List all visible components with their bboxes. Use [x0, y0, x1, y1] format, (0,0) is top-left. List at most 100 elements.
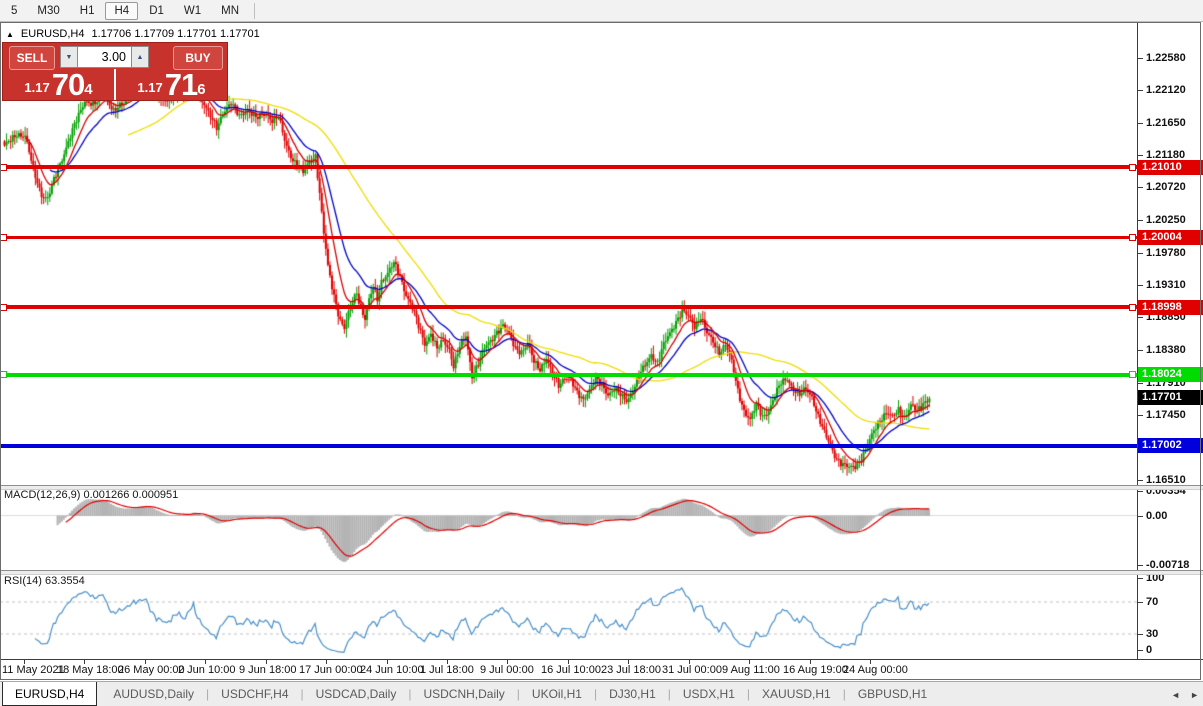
time-tick	[507, 660, 508, 664]
timeframe-m30[interactable]: M30	[37, 4, 60, 17]
line-handle-icon[interactable]	[0, 371, 7, 379]
timeframe-d1[interactable]: D1	[149, 4, 164, 17]
time-axis[interactable]: 11 May 2021 18 May 18:00 26 May 00:00 2 Jun…	[0, 659, 1203, 682]
chart-tabs-bar: EURUSD,H4 AUDUSD,Daily | USDCHF,H4 | USDCAD,D…	[0, 681, 1203, 706]
timeframe-toolbar: 5 M30 H1 H4 D1 W1 MN	[0, 0, 1203, 22]
time-tick	[810, 660, 811, 664]
line-price-label: 1.21010	[1138, 159, 1203, 175]
price-tick-label: 1.18380	[1146, 344, 1186, 356]
price-tick-dash	[1138, 382, 1143, 384]
price-tick-dash	[1138, 317, 1143, 319]
sell-price-display[interactable]: 1.17 70 4	[3, 67, 114, 102]
price-tick-dash	[1138, 480, 1143, 481]
tab-separator: |	[300, 687, 304, 701]
time-axis-label: 17 Jun 00:00	[299, 664, 363, 676]
buy-price-display[interactable]: 1.17 71 6	[116, 67, 227, 102]
timeframe-h1[interactable]: H1	[79, 4, 95, 17]
tab-separator: |	[746, 687, 751, 701]
time-axis-label: 1 Jul 18:00	[420, 664, 474, 676]
line-handle-icon[interactable]	[0, 163, 7, 171]
tab-usdcad-daily[interactable]: USDCAD,Daily	[315, 687, 397, 701]
horizontal-line-1.18998[interactable]	[0, 305, 1137, 309]
macd-tick-dash	[1138, 565, 1143, 566]
price-axis-line[interactable]	[1137, 22, 1138, 659]
time-axis-label: 16 Jul 10:00	[541, 664, 601, 676]
horizontal-line-1.20004[interactable]	[0, 235, 1137, 239]
time-axis-label: 26 May 00:00	[118, 664, 185, 676]
price-tick-dash	[1138, 252, 1143, 254]
tab-xauusd-h1[interactable]: XAUUSD,H1	[762, 687, 831, 701]
time-tick	[205, 660, 206, 664]
rsi-panel-canvas[interactable]	[0, 573, 1137, 659]
tab-ukoil-h1[interactable]: UKOil,H1	[531, 687, 582, 701]
time-axis-label: 11 May 2021	[2, 664, 65, 676]
chart-symbol-title: EURUSD,H4	[20, 28, 85, 40]
macd-tick-label: 0.00	[1146, 509, 1168, 522]
price-tick-label: 1.20720	[1146, 181, 1186, 194]
line-handle-icon[interactable]	[0, 303, 7, 311]
rsi-tick-dash	[1138, 633, 1143, 635]
price-tick-label: 1.16510	[1146, 474, 1186, 486]
buy-price-big: 71	[164, 67, 198, 102]
price-tick-dash	[1138, 187, 1143, 189]
volume-increase-icon[interactable]: ▲	[131, 46, 149, 68]
collapse-chart-icon[interactable]: ▲	[6, 29, 14, 39]
price-tick-label: 1.19780	[1146, 246, 1186, 259]
buy-button[interactable]: BUY	[173, 46, 223, 70]
tab-separator: |	[206, 687, 210, 701]
price-tick-dash	[1138, 350, 1143, 351]
tab-audusd-daily[interactable]: AUDUSD,Daily	[113, 687, 195, 701]
timeframe-mn[interactable]: MN	[221, 4, 240, 17]
line-handle-icon[interactable]	[0, 233, 7, 241]
tab-gbpusd-h1[interactable]: GBPUSD,H1	[857, 687, 928, 701]
time-tick	[145, 660, 146, 664]
horizontal-line-1.17002[interactable]	[0, 443, 1137, 448]
time-axis-label: 18 May 18:00	[57, 664, 124, 676]
line-handle-icon[interactable]	[1129, 233, 1136, 241]
line-handle-icon[interactable]	[1129, 163, 1136, 171]
macd-tick-label: -0.00718	[1146, 559, 1190, 571]
volume-input[interactable]	[78, 46, 131, 68]
toolbar-separator	[254, 2, 256, 19]
tab-eurusd-h4[interactable]: EURUSD,H4	[2, 682, 98, 706]
time-axis-label: 23 Jul 18:00	[601, 664, 661, 676]
time-axis-label: 24 Aug 00:00	[843, 664, 908, 676]
time-tick	[689, 660, 690, 664]
horizontal-line-1.21010[interactable]	[0, 165, 1137, 170]
rsi-tick-label: 100	[1146, 572, 1165, 584]
tab-scroll-arrows: ◄ ►	[1171, 682, 1199, 706]
macd-panel-canvas[interactable]	[0, 488, 1137, 570]
timeframe-5[interactable]: 5	[11, 4, 18, 17]
tab-usdx-h1[interactable]: USDX,H1	[682, 687, 735, 701]
price-tick-dash	[1138, 414, 1143, 416]
price-tick-dash	[1138, 90, 1143, 91]
rsi-tick-dash	[1138, 650, 1143, 651]
time-tick	[84, 660, 85, 664]
tab-separator: |	[667, 687, 671, 701]
panel-divider-rsi[interactable]	[0, 570, 1203, 575]
tab-list: EURUSD,H4 AUDUSD,Daily | USDCHF,H4 | USDCAD,D…	[2, 682, 939, 706]
line-price-label: 1.20004	[1138, 229, 1203, 245]
tab-dj30-h1[interactable]: DJ30,H1	[609, 687, 656, 701]
line-price-label: 1.18024	[1138, 367, 1203, 383]
tab-usdchf-h4[interactable]: USDCHF,H4	[221, 687, 289, 701]
horizontal-line-1.18024[interactable]	[0, 372, 1137, 377]
rsi-tick-dash	[1138, 601, 1143, 603]
panel-divider-macd[interactable]	[0, 485, 1203, 490]
tab-scroll-left-icon[interactable]: ◄	[1171, 689, 1181, 700]
price-tick-label: 1.19310	[1146, 279, 1186, 292]
buy-price-sup: 6	[197, 81, 206, 98]
timeframe-h4[interactable]: H4	[105, 1, 139, 20]
timeframe-w1[interactable]: W1	[183, 4, 202, 17]
sell-button[interactable]: SELL	[9, 46, 55, 70]
sell-price-big: 70	[51, 67, 85, 102]
volume-decrease-icon[interactable]: ▼	[60, 46, 78, 68]
tab-scroll-right-icon[interactable]: ►	[1190, 689, 1199, 700]
rsi-tick-dash	[1138, 578, 1143, 579]
price-tick-label: 1.21650	[1146, 116, 1186, 129]
line-handle-icon[interactable]	[1129, 303, 1136, 311]
rsi-tick-label: 30	[1146, 627, 1159, 640]
line-handle-icon[interactable]	[1129, 371, 1136, 379]
tab-usdcnh-daily[interactable]: USDCNH,Daily	[423, 687, 505, 701]
